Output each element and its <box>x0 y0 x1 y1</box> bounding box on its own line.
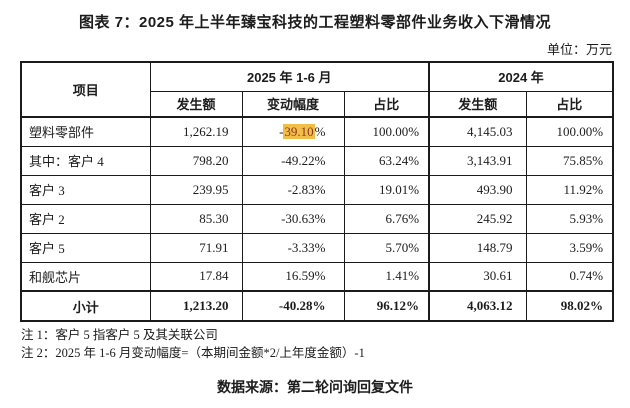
amount-2025-cell: 71.91 <box>149 232 243 263</box>
share-2025-cell: 5.70% <box>343 232 430 263</box>
change-2025-cell: -3.33% <box>241 232 345 263</box>
table-row-customer-3: 客户 3 239.95 -2.83% 19.01% 493.90 11.92% <box>20 174 614 205</box>
footnote-2: 注 2：2025 年 1-6 月变动幅度=（本期间金额*2/上年度金额）-1 <box>21 346 365 360</box>
share-2025-cell: 96.12% <box>343 290 430 322</box>
sub-header-row: 发生额 变动幅度 占比 发生额 占比 <box>21 90 614 118</box>
share-2024-cell: 3.59% <box>525 232 614 263</box>
header-amount-2025: 发生额 <box>149 90 243 118</box>
amount-2025-cell: 85.30 <box>149 203 243 234</box>
share-2024-cell: 75.85% <box>525 145 614 176</box>
revenue-table: 项目 2025 年 1-6 月 2024 年 发生额 变动幅度 占比 发生额 占… <box>20 61 615 322</box>
item-cell: 其中：客户 4 <box>20 145 151 176</box>
table-header: 项目 2025 年 1-6 月 2024 年 发生额 变动幅度 占比 发生额 占… <box>20 61 614 118</box>
item-cell: 客户 3 <box>20 174 151 205</box>
amount-2024-cell: 30.61 <box>428 261 527 292</box>
unit-label: 单位：万元 <box>546 42 612 57</box>
share-2024-cell: 11.92% <box>525 174 614 205</box>
share-2024-cell: 0.74% <box>525 261 614 292</box>
footnotes: 注 1：客户 5 指客户 5 及其关联公司 注 2：2025 年 1-6 月变动… <box>21 326 365 362</box>
footnote-1: 注 1：客户 5 指客户 5 及其关联公司 <box>21 328 218 342</box>
share-2024-cell: 98.02% <box>525 290 614 322</box>
amount-2024-cell: 4,063.12 <box>428 290 527 322</box>
header-amount-2024: 发生额 <box>428 90 527 118</box>
amount-2025-cell: 798.20 <box>149 145 243 176</box>
data-source: 数据来源：第二轮问询回复文件 <box>217 379 413 395</box>
change-suffix: % <box>314 123 326 139</box>
share-2025-cell: 63.24% <box>343 145 430 176</box>
change-prefix: - <box>279 123 284 139</box>
amount-2024-cell: 493.90 <box>428 174 527 205</box>
table-row-plastic-parts: 塑料零部件 1,262.19 -39.10% 100.00% 4,145.03 … <box>20 116 614 147</box>
table-body: 塑料零部件 1,262.19 -39.10% 100.00% 4,145.03 … <box>20 116 614 322</box>
amount-2024-cell: 245.92 <box>428 203 527 234</box>
change-2025-cell: -39.10% <box>241 116 345 147</box>
share-2024-cell: 100.00% <box>525 116 614 147</box>
change-2025-cell: -30.63% <box>241 203 345 234</box>
share-2024-cell: 5.93% <box>525 203 614 234</box>
item-cell: 和舰芯片 <box>20 261 151 292</box>
header-group-2024: 2024 年 <box>428 61 614 92</box>
table-row-customer-5: 客户 5 71.91 -3.33% 5.70% 148.79 3.59% <box>20 232 614 263</box>
header-group-2025: 2025 年 1-6 月 <box>149 61 430 92</box>
change-2025-cell: 16.59% <box>241 261 345 292</box>
group-header-row: 项目 2025 年 1-6 月 2024 年 <box>20 61 614 118</box>
amount-2025-cell: 17.84 <box>149 261 243 292</box>
header-share-2024: 占比 <box>525 90 614 118</box>
change-2025-cell: -40.28% <box>241 290 345 322</box>
amount-2024-cell: 4,145.03 <box>428 116 527 147</box>
item-cell: 客户 5 <box>20 232 151 263</box>
header-change-2025: 变动幅度 <box>241 90 345 118</box>
share-2025-cell: 100.00% <box>343 116 430 147</box>
figure-title: 图表 7：2025 年上半年臻宝科技的工程塑料零部件业务收入下滑情况 <box>78 14 552 31</box>
table-row-customer-2: 客户 2 85.30 -30.63% 6.76% 245.92 5.93% <box>20 203 614 234</box>
table-row-customer-4: 其中：客户 4 798.20 -49.22% 63.24% 3,143.91 7… <box>20 145 614 176</box>
amount-2025-cell: 1,213.20 <box>149 290 243 322</box>
item-cell: 客户 2 <box>20 203 151 234</box>
header-share-2025: 占比 <box>343 90 430 118</box>
amount-2025-cell: 1,262.19 <box>149 116 243 147</box>
share-2025-cell: 19.01% <box>343 174 430 205</box>
change-2025-cell: -2.83% <box>241 174 345 205</box>
header-item: 项目 <box>20 61 151 118</box>
change-2025-cell: -49.22% <box>241 145 345 176</box>
table-row-subtotal: 小计 1,213.20 -40.28% 96.12% 4,063.12 98.0… <box>20 290 614 322</box>
amount-2024-cell: 3,143.91 <box>428 145 527 176</box>
highlighted-change-value: 39.10 <box>283 123 315 139</box>
subtotal-label-cell: 小计 <box>20 290 151 322</box>
share-2025-cell: 1.41% <box>343 261 430 292</box>
amount-2025-cell: 239.95 <box>149 174 243 205</box>
share-2025-cell: 6.76% <box>343 203 430 234</box>
amount-2024-cell: 148.79 <box>428 232 527 263</box>
item-cell: 塑料零部件 <box>20 116 151 147</box>
table-row-hejian-chip: 和舰芯片 17.84 16.59% 1.41% 30.61 0.74% <box>20 261 614 292</box>
